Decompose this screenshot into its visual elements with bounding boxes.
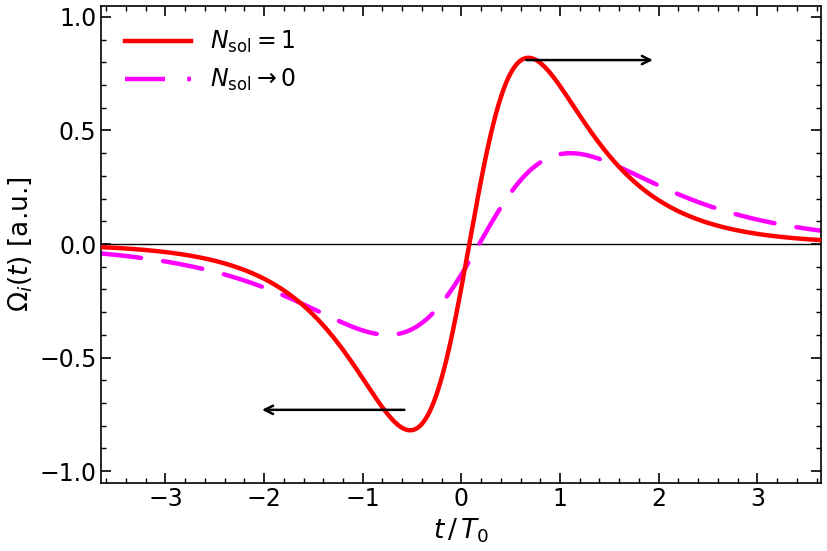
Y-axis label: $\Omega_i(t)$ [a.u.]: $\Omega_i(t)$ [a.u.] xyxy=(6,176,34,312)
Legend: $N_{\rm sol} = 1$, $N_{\rm sol} \rightarrow 0$: $N_{\rm sol} = 1$, $N_{\rm sol} \rightar… xyxy=(116,20,305,103)
X-axis label: $t\,/\,T_0$: $t\,/\,T_0$ xyxy=(433,517,490,545)
